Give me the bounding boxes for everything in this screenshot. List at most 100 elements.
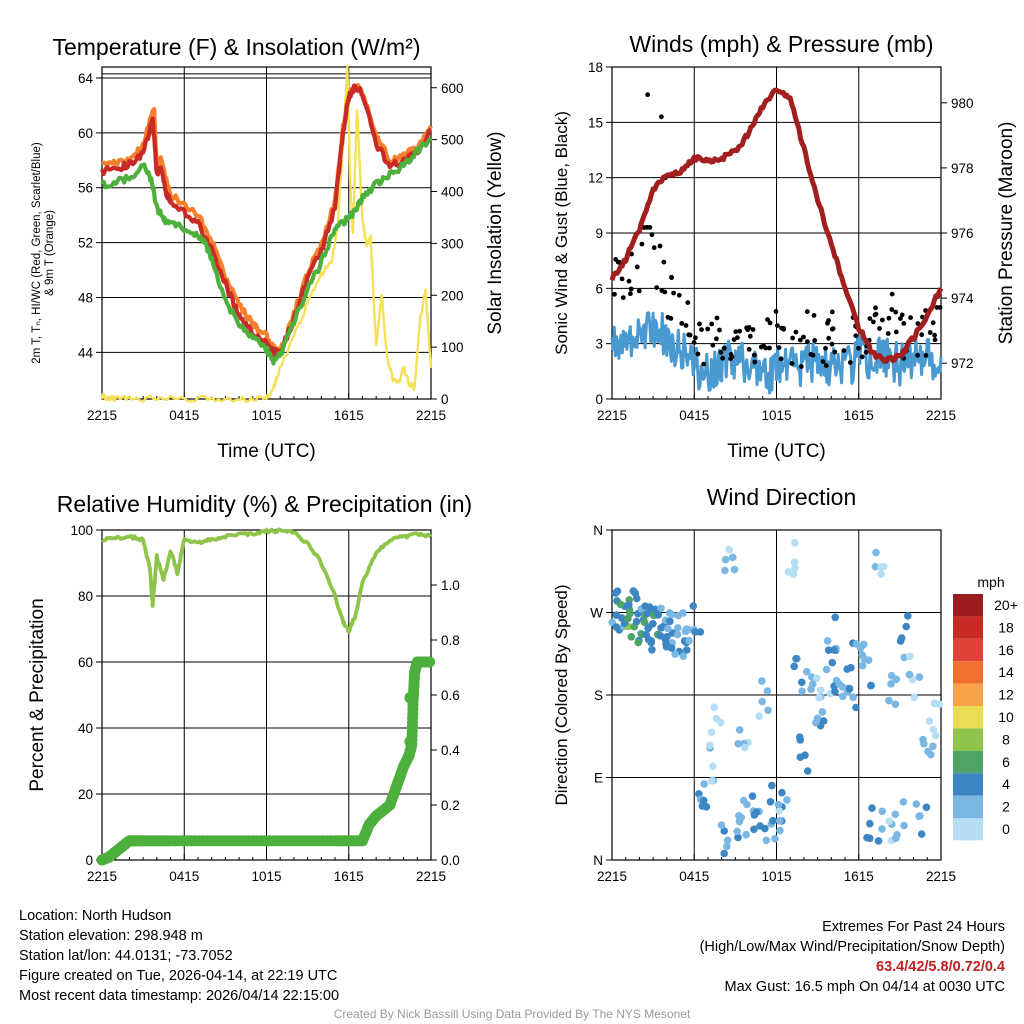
winds-panel: 2215 0415 1015 1615 2215 Time (UTC) 0 3 6 9 12 15 18… xyxy=(552,31,1017,462)
gust-point xyxy=(829,341,835,347)
gust-point xyxy=(889,307,895,312)
gust-point xyxy=(737,328,743,334)
direction-point xyxy=(828,658,837,667)
direction-point xyxy=(723,842,731,851)
direction-point xyxy=(845,684,854,693)
legend-swatch xyxy=(953,750,983,774)
gust-point xyxy=(779,325,784,331)
gust-point xyxy=(657,243,663,249)
chart-title: Wind Direction xyxy=(707,484,857,510)
x-tick-label: 1015 xyxy=(761,869,791,884)
gust-point xyxy=(873,311,879,317)
y2-tick-label: 976 xyxy=(951,226,974,241)
x-tick-label: 1615 xyxy=(334,408,364,423)
gust-point xyxy=(778,356,784,362)
gust-point xyxy=(765,317,770,322)
gust-point xyxy=(923,353,929,358)
direction-point xyxy=(803,767,812,775)
extremes-subtitle: (High/Low/Max Wind/Precipitation/Snow De… xyxy=(699,939,1005,955)
gust-point xyxy=(714,315,720,321)
gust-point xyxy=(871,319,876,325)
direction-point xyxy=(925,717,934,725)
x-tick-label: 1015 xyxy=(761,408,791,423)
direction-point xyxy=(874,837,883,845)
direction-point xyxy=(616,600,625,609)
legend-label: 8 xyxy=(1002,731,1010,747)
recent-timestamp: Most recent data timestamp: 2026/04/14 2… xyxy=(19,988,340,1004)
direction-point xyxy=(735,812,743,820)
gust-point xyxy=(705,326,711,332)
legend-label: 16 xyxy=(998,642,1014,658)
direction-point xyxy=(856,644,865,652)
direction-point xyxy=(629,587,638,595)
gust-point xyxy=(885,331,891,336)
legend-swatch xyxy=(953,638,983,662)
legend-swatch xyxy=(953,706,983,729)
gust-point xyxy=(826,335,832,341)
station-info: Location: North Hudson Station elevation… xyxy=(19,906,339,1006)
direction-point xyxy=(700,796,708,805)
direction-point xyxy=(789,570,798,578)
direction-point xyxy=(860,655,869,663)
direction-point xyxy=(685,636,693,645)
gust-point xyxy=(728,352,734,357)
y2-tick-label: 974 xyxy=(951,291,974,306)
x-tick-label: 0415 xyxy=(679,869,709,884)
gust-point xyxy=(789,361,795,366)
temperature-panel: 2215 0415 1015 1615 2215 Time (UTC) 44 48 52 56 60… xyxy=(31,34,506,462)
direction-point xyxy=(790,662,798,671)
legend-label: 2 xyxy=(1002,799,1010,815)
gust-point xyxy=(612,291,617,297)
y-tick-label: N xyxy=(593,523,603,538)
direction-point xyxy=(771,834,779,843)
direction-point xyxy=(707,728,716,737)
gust-point xyxy=(721,345,727,351)
y2-tick-label: 0.4 xyxy=(441,743,460,758)
y-tick-label: 64 xyxy=(78,71,94,86)
x-tick-label: 2215 xyxy=(87,408,117,423)
direction-point xyxy=(741,743,749,752)
gust-point xyxy=(853,333,859,339)
gust-point xyxy=(649,232,655,238)
direction-point xyxy=(730,565,739,574)
gust-point xyxy=(863,349,869,355)
direction-point xyxy=(897,634,906,642)
direction-point xyxy=(916,812,924,820)
direction-point xyxy=(912,800,921,808)
gust-point xyxy=(697,321,702,327)
direction-point xyxy=(878,807,886,816)
gust-point xyxy=(930,320,936,326)
direction-point xyxy=(900,821,908,830)
x-axis-label: Time (UTC) xyxy=(217,441,316,462)
direction-point xyxy=(863,833,871,842)
direction-point xyxy=(769,816,777,825)
gust-point xyxy=(867,316,873,321)
gust-point xyxy=(915,321,921,326)
x-tick-label: 1615 xyxy=(844,869,874,884)
gust-point xyxy=(613,257,619,262)
y-axis-label: Percent & Precipitation xyxy=(27,598,48,791)
chart-title: Winds (mph) & Pressure (mb) xyxy=(629,31,933,57)
y-tick-label: W xyxy=(590,606,603,621)
y2-tick-label: 0.2 xyxy=(441,798,460,813)
direction-point xyxy=(735,817,744,826)
direction-point xyxy=(742,830,750,839)
gust-point xyxy=(767,320,773,326)
gust-point xyxy=(695,351,701,357)
y2-tick-label: 980 xyxy=(951,96,974,111)
x-tick-label: 2215 xyxy=(926,869,956,884)
direction-point xyxy=(644,624,652,633)
direction-point xyxy=(627,633,636,641)
y2-tick-label: 1.0 xyxy=(441,578,460,593)
y2-axis-label: Station Pressure (Maroon) xyxy=(996,122,1017,345)
y-tick-label: 20 xyxy=(78,787,93,802)
direction-point xyxy=(702,803,711,811)
legend-label: 4 xyxy=(1002,776,1010,792)
gust-point xyxy=(746,347,752,352)
max-gust: Max Gust: 16.5 mph On 04/14 at 0030 UTC xyxy=(724,979,1005,995)
gust-point xyxy=(812,338,818,343)
y2-tick-label: 0 xyxy=(441,392,449,407)
gust-point xyxy=(919,332,925,338)
direction-point xyxy=(657,624,665,632)
